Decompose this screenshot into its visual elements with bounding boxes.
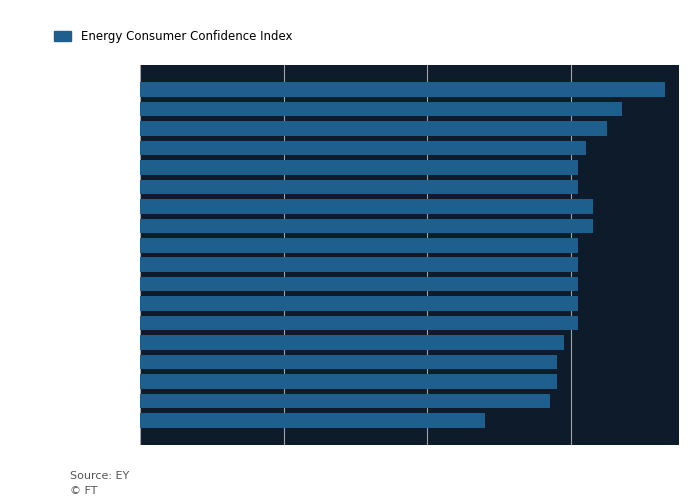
Bar bbox=[140, 413, 485, 428]
Bar bbox=[140, 218, 593, 233]
Bar bbox=[140, 160, 578, 174]
Text: Source: EY: Source: EY bbox=[70, 471, 130, 481]
Bar bbox=[140, 394, 550, 408]
Bar bbox=[140, 336, 564, 350]
Bar bbox=[140, 180, 578, 194]
Bar bbox=[140, 354, 556, 370]
Bar bbox=[140, 121, 607, 136]
Bar bbox=[140, 277, 578, 291]
Bar bbox=[140, 102, 622, 116]
Bar bbox=[140, 258, 578, 272]
Bar bbox=[140, 238, 578, 252]
Bar bbox=[140, 140, 586, 156]
Bar bbox=[140, 374, 556, 389]
Bar bbox=[140, 296, 578, 311]
Bar bbox=[140, 82, 664, 97]
Bar bbox=[140, 316, 578, 330]
Bar bbox=[140, 199, 593, 214]
Legend: Energy Consumer Confidence Index: Energy Consumer Confidence Index bbox=[49, 26, 297, 48]
Text: © FT: © FT bbox=[70, 486, 97, 496]
